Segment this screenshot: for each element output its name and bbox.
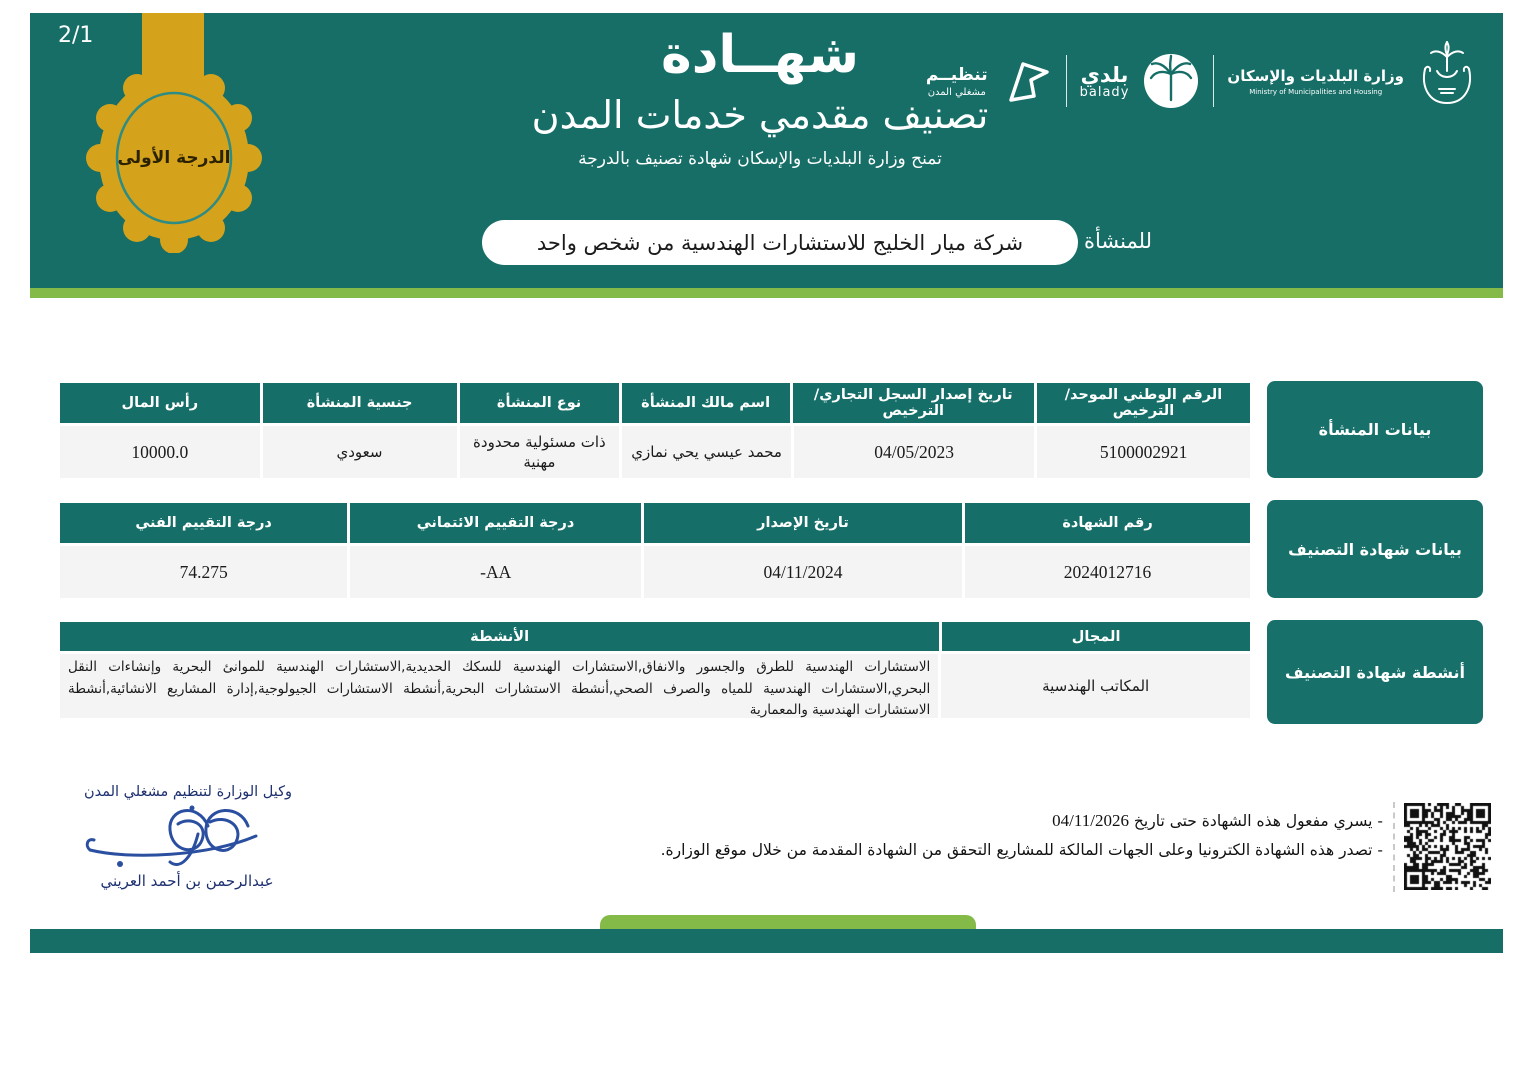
certificate-data-row: 2024012716 04/11/2024 AA- 74.275 [60,546,1250,598]
entity-name-field: شركة ميار الخليج للاستشارات الهندسية من … [482,220,1078,265]
cell-nationality: سعودي [262,426,457,478]
tanzeem-logo-text: تنظيــم مشغلي المدن [926,65,988,98]
title-block: شهــادة تصنيف مقدمي خدمات المدن تمنح وزا… [440,13,1080,169]
medal-scallop-icon [86,62,262,254]
logo-strip: تنظيــم مشغلي المدن بلدي balady [926,39,1477,123]
section-label-activities: أنشطة شهادة التصنيف [1267,620,1483,724]
col-header-issue-date: تاريخ الإصدار [643,503,963,543]
cell-entity-type: ذات مسئولية محدودة مهنية [459,426,620,478]
logo-divider [1213,55,1215,107]
col-header-field: المجال [942,622,1250,651]
degree-badge-label: الدرجة الأولى [117,148,231,168]
qr-dashed-separator [1393,802,1395,892]
col-header-cr-issue-date: تاريخ إصدار السجل التجاري/ الترخيص [792,383,1034,423]
section-label-establishment: بيانات المنشأة [1267,381,1483,478]
col-header-national-number: الرقم الوطني الموحد/ الترخيص [1036,383,1250,423]
col-header-activities: الأنشطة [60,622,940,651]
ministry-name-arabic: وزارة البلديات والإسكان [1227,66,1404,85]
balady-english: balady [1079,84,1130,100]
balady-arabic: بلدي [1080,62,1129,87]
tanzeem-title: تنظيــم [925,64,988,85]
activities-table: المجال الأنشطة المكاتب الهندسية الاستشار… [60,622,1250,718]
first-degree-medal-badge: الدرجة الأولى [86,62,262,254]
cell-national-number: 5100002921 [1037,426,1250,478]
certificate-notes: - يسري مفعول هذه الشهادة حتى تاريخ 04/11… [661,806,1383,864]
establishment-table: الرقم الوطني الموحد/ الترخيص تاريخ إصدار… [59,383,1250,478]
page-number: 2/1 [58,23,94,48]
ministry-name-english: Ministry of Municipalities and Housing [1249,87,1383,96]
establishment-header-row: الرقم الوطني الموحد/ الترخيص تاريخ إصدار… [60,383,1250,423]
certificate-table: رقم الشهادة تاريخ الإصدار درجة التقييم ا… [60,503,1250,598]
col-header-credit-rating: درجة التقييم الائتماني [350,503,641,543]
cell-field: المكاتب الهندسية [941,654,1250,718]
balady-palm-emblem-icon [1144,54,1199,108]
col-header-entity-type: نوع المنشأة [459,383,619,423]
col-header-certificate-number: رقم الشهادة [965,503,1250,543]
establishment-data-row: 5100002921 04/05/2023 محمد عيسي يحي نماز… [59,426,1250,478]
signatory-title: وكيل الوزارة لتنظيم مشغلي المدن [83,784,293,800]
validity-date: 04/11/2026 [1052,811,1129,830]
certificate-title: شهــادة [661,25,859,85]
cell-issue-date: 04/11/2024 [644,546,962,598]
cell-certificate-number: 2024012716 [964,546,1250,598]
certificate-header: 2/1 الدرجة الأولى شهــادة تصنيف مقدمي خد… [30,13,1503,288]
activities-data-row: المكاتب الهندسية الاستشارات الهندسية للط… [60,654,1250,718]
tanzeem-arrow-icon [1008,62,1049,102]
validity-note: - يسري مفعول هذه الشهادة حتى تاريخ 04/11… [661,806,1383,837]
col-header-owner-name: اسم مالك المنشأة [621,383,790,423]
logo-divider [1065,55,1067,107]
certificate-tagline: تمنح وزارة البلديات والإسكان شهادة تصنيف… [578,149,942,169]
certificate-subtitle: تصنيف مقدمي خدمات المدن [531,93,989,137]
activities-header-row: المجال الأنشطة [60,622,1250,651]
cell-cr-issue-date: 04/05/2023 [793,426,1035,478]
cell-credit-rating: AA- [350,546,642,598]
cell-technical-score: 74.275 [60,546,348,598]
balady-logo-text: بلدي balady [1080,63,1130,100]
cell-owner-name: محمد عيسي يحي نمازي [622,426,791,478]
col-header-nationality: جنسية المنشأة [262,383,457,423]
ministry-logo-text: وزارة البلديات والإسكان Ministry of Muni… [1227,67,1404,96]
cell-capital: 10000.0 [59,426,260,478]
entity-label: للمنشأة [1084,229,1152,253]
section-label-certificate: بيانات شهادة التصنيف [1267,500,1483,598]
signature-scribble [85,805,258,867]
signatory-name: عبدالرحمن بن أحمد العريني [100,872,274,890]
validity-label: - يسري مفعول هذه الشهادة حتى تاريخ [1133,812,1383,830]
col-header-technical-score: درجة التقييم الفني [60,503,348,543]
col-header-capital: رأس المال [60,383,260,423]
tanzeem-subtitle: مشغلي المدن [927,86,986,98]
footer-bar [30,915,1503,953]
qr-code [1404,803,1491,890]
ministry-emblem-icon [1423,41,1471,104]
electronic-note: - تصدر هذه الشهادة الكترونيا وعلى الجهات… [660,840,1383,859]
header-accent-line [30,288,1503,298]
footer-green-tab [600,915,976,929]
cell-activities: الاستشارات الهندسية للطرق والجسور والانف… [60,654,939,718]
certificate-header-row: رقم الشهادة تاريخ الإصدار درجة التقييم ا… [60,503,1250,543]
